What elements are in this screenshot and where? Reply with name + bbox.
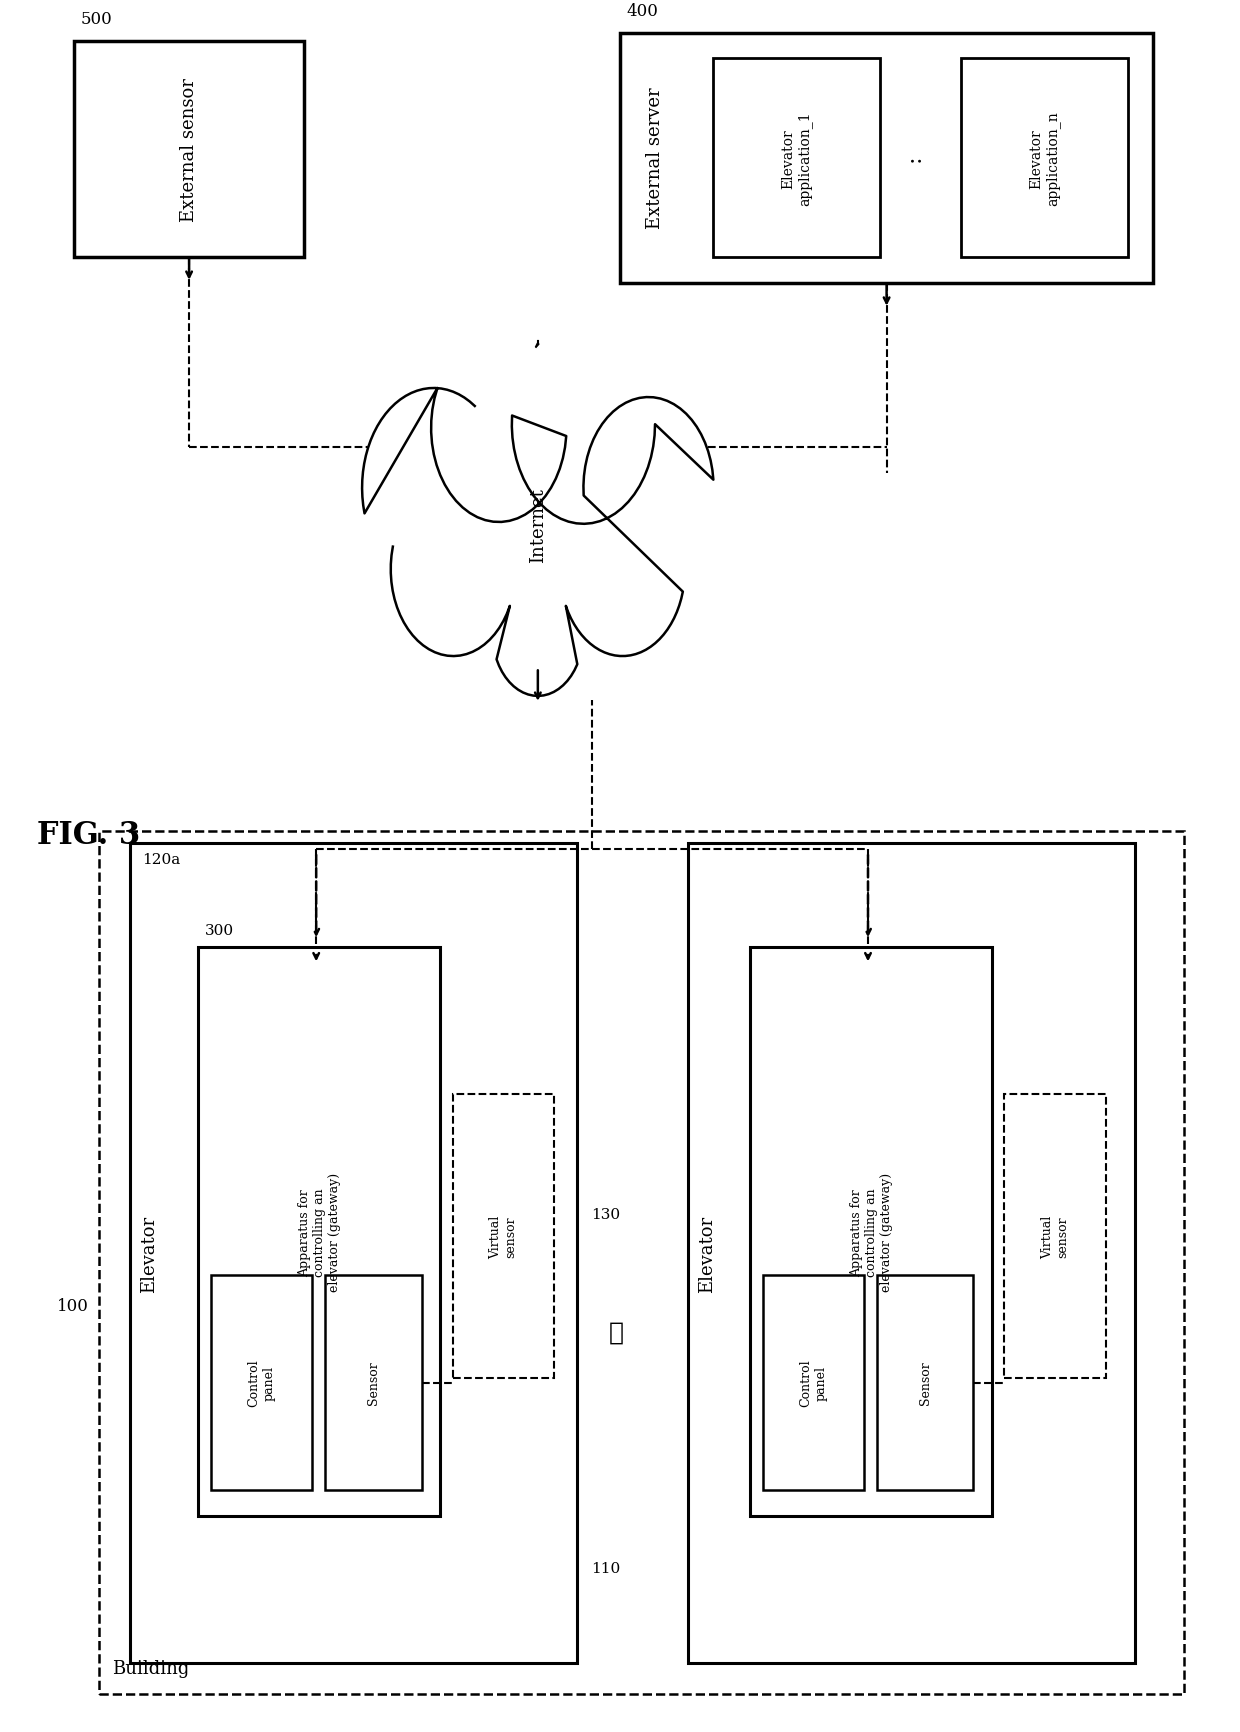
- Text: Apparatus for
controlling an
elevator (gateway): Apparatus for controlling an elevator (g…: [298, 1173, 341, 1292]
- FancyBboxPatch shape: [74, 42, 304, 258]
- Text: External server: External server: [646, 88, 663, 229]
- Text: Internet: Internet: [528, 487, 547, 563]
- Text: 300: 300: [205, 923, 233, 937]
- Text: Virtual
sensor: Virtual sensor: [490, 1214, 517, 1257]
- Circle shape: [560, 483, 684, 656]
- FancyBboxPatch shape: [130, 843, 577, 1663]
- FancyBboxPatch shape: [620, 33, 1153, 284]
- Text: 120a: 120a: [143, 852, 181, 866]
- Text: Elevator: Elevator: [698, 1214, 715, 1292]
- FancyBboxPatch shape: [688, 843, 1135, 1663]
- Text: Sensor: Sensor: [367, 1361, 379, 1405]
- Text: Virtual
sensor: Virtual sensor: [1042, 1214, 1069, 1257]
- Text: 400: 400: [626, 3, 658, 19]
- FancyBboxPatch shape: [198, 947, 440, 1517]
- FancyBboxPatch shape: [211, 1275, 312, 1491]
- Circle shape: [432, 334, 567, 523]
- Text: FIG. 3: FIG. 3: [37, 819, 140, 850]
- Text: Sensor: Sensor: [919, 1361, 931, 1405]
- Text: Elevator
application_n: Elevator application_n: [1029, 111, 1060, 206]
- Circle shape: [583, 398, 714, 578]
- Text: Elevator: Elevator: [140, 1214, 157, 1292]
- Text: 500: 500: [81, 12, 113, 28]
- Text: 110: 110: [591, 1561, 621, 1574]
- FancyBboxPatch shape: [1004, 1095, 1106, 1379]
- Circle shape: [512, 326, 655, 525]
- Circle shape: [391, 483, 516, 656]
- Text: External sensor: External sensor: [180, 78, 198, 222]
- FancyBboxPatch shape: [961, 59, 1128, 258]
- Circle shape: [453, 407, 622, 643]
- FancyBboxPatch shape: [99, 831, 1184, 1694]
- Text: ⋮: ⋮: [609, 1320, 624, 1344]
- Text: Elevator
application_1: Elevator application_1: [781, 111, 812, 206]
- Text: Apparatus for
controlling an
elevator (gateway): Apparatus for controlling an elevator (g…: [849, 1173, 893, 1292]
- Circle shape: [362, 388, 506, 587]
- Text: :: :: [903, 154, 925, 163]
- FancyBboxPatch shape: [713, 59, 880, 258]
- Text: Control
panel: Control panel: [248, 1360, 275, 1406]
- FancyBboxPatch shape: [453, 1095, 554, 1379]
- Text: Control
panel: Control panel: [800, 1360, 827, 1406]
- Text: 130: 130: [591, 1207, 620, 1221]
- Text: Building: Building: [112, 1659, 188, 1677]
- FancyBboxPatch shape: [750, 947, 992, 1517]
- FancyBboxPatch shape: [325, 1275, 422, 1491]
- Text: 100: 100: [57, 1297, 89, 1315]
- FancyBboxPatch shape: [763, 1275, 864, 1491]
- FancyBboxPatch shape: [877, 1275, 973, 1491]
